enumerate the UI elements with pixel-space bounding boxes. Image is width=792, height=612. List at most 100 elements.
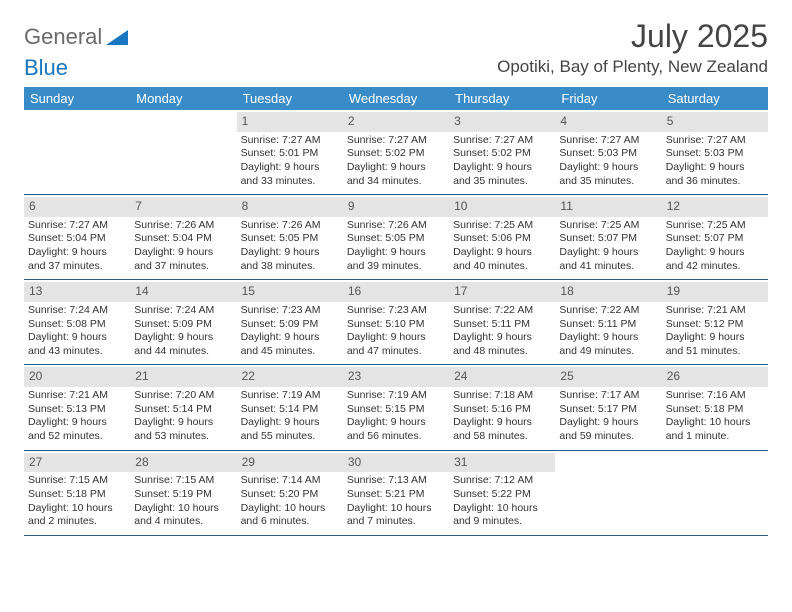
daylight-text-2: and 6 minutes.	[241, 515, 339, 529]
daylight-text-1: Daylight: 9 hours	[666, 246, 764, 260]
calendar-cell: 21Sunrise: 7:20 AMSunset: 5:14 PMDayligh…	[130, 365, 236, 449]
day-number: 24	[449, 367, 555, 387]
calendar-cell: 19Sunrise: 7:21 AMSunset: 5:12 PMDayligh…	[662, 280, 768, 364]
daylight-text-2: and 38 minutes.	[241, 260, 339, 274]
calendar-cell	[662, 451, 768, 535]
sunrise-text: Sunrise: 7:13 AM	[347, 474, 445, 488]
logo-second-line: Blue	[24, 55, 768, 81]
daylight-text-2: and 33 minutes.	[241, 175, 339, 189]
sunset-text: Sunset: 5:05 PM	[241, 232, 339, 246]
day-number	[662, 453, 768, 473]
day-number: 22	[237, 367, 343, 387]
day-number: 15	[237, 282, 343, 302]
day-number: 10	[449, 197, 555, 217]
calendar-cell: 7Sunrise: 7:26 AMSunset: 5:04 PMDaylight…	[130, 195, 236, 279]
day-header-sat: Saturday	[662, 87, 768, 110]
calendar-cell: 6Sunrise: 7:27 AMSunset: 5:04 PMDaylight…	[24, 195, 130, 279]
sunrise-text: Sunrise: 7:22 AM	[453, 304, 551, 318]
daylight-text-1: Daylight: 9 hours	[347, 331, 445, 345]
sunrise-text: Sunrise: 7:24 AM	[134, 304, 232, 318]
daylight-text-2: and 53 minutes.	[134, 430, 232, 444]
calendar-cell: 12Sunrise: 7:25 AMSunset: 5:07 PMDayligh…	[662, 195, 768, 279]
logo: General	[24, 24, 128, 50]
calendar-cell: 9Sunrise: 7:26 AMSunset: 5:05 PMDaylight…	[343, 195, 449, 279]
calendar-day-header: Sunday Monday Tuesday Wednesday Thursday…	[24, 87, 768, 110]
sunrise-text: Sunrise: 7:16 AM	[666, 389, 764, 403]
calendar-week: 27Sunrise: 7:15 AMSunset: 5:18 PMDayligh…	[24, 451, 768, 536]
sunrise-text: Sunrise: 7:25 AM	[559, 219, 657, 233]
day-header-wed: Wednesday	[343, 87, 449, 110]
daylight-text-1: Daylight: 9 hours	[134, 416, 232, 430]
daylight-text-1: Daylight: 9 hours	[134, 331, 232, 345]
daylight-text-1: Daylight: 10 hours	[28, 502, 126, 516]
sunrise-text: Sunrise: 7:14 AM	[241, 474, 339, 488]
sunset-text: Sunset: 5:02 PM	[453, 147, 551, 161]
calendar-cell	[555, 451, 661, 535]
day-number: 13	[24, 282, 130, 302]
sunrise-text: Sunrise: 7:27 AM	[453, 134, 551, 148]
day-header-fri: Friday	[555, 87, 661, 110]
day-number: 18	[555, 282, 661, 302]
daylight-text-1: Daylight: 10 hours	[666, 416, 764, 430]
day-number: 31	[449, 453, 555, 473]
day-number: 25	[555, 367, 661, 387]
daylight-text-2: and 59 minutes.	[559, 430, 657, 444]
sunset-text: Sunset: 5:03 PM	[666, 147, 764, 161]
daylight-text-2: and 52 minutes.	[28, 430, 126, 444]
sunrise-text: Sunrise: 7:20 AM	[134, 389, 232, 403]
daylight-text-2: and 9 minutes.	[453, 515, 551, 529]
logo-triangle-icon	[106, 28, 128, 46]
daylight-text-2: and 37 minutes.	[134, 260, 232, 274]
day-number: 8	[237, 197, 343, 217]
sunset-text: Sunset: 5:06 PM	[453, 232, 551, 246]
daylight-text-1: Daylight: 9 hours	[666, 161, 764, 175]
calendar-cell: 17Sunrise: 7:22 AMSunset: 5:11 PMDayligh…	[449, 280, 555, 364]
day-number	[555, 453, 661, 473]
sunrise-text: Sunrise: 7:26 AM	[241, 219, 339, 233]
calendar-cell: 11Sunrise: 7:25 AMSunset: 5:07 PMDayligh…	[555, 195, 661, 279]
calendar-cell: 2Sunrise: 7:27 AMSunset: 5:02 PMDaylight…	[343, 110, 449, 194]
daylight-text-2: and 39 minutes.	[347, 260, 445, 274]
daylight-text-1: Daylight: 9 hours	[453, 246, 551, 260]
sunset-text: Sunset: 5:07 PM	[559, 232, 657, 246]
daylight-text-1: Daylight: 9 hours	[559, 416, 657, 430]
sunrise-text: Sunrise: 7:25 AM	[666, 219, 764, 233]
daylight-text-1: Daylight: 9 hours	[347, 246, 445, 260]
day-number: 12	[662, 197, 768, 217]
sunrise-text: Sunrise: 7:18 AM	[453, 389, 551, 403]
daylight-text-2: and 45 minutes.	[241, 345, 339, 359]
day-number	[24, 112, 130, 132]
daylight-text-2: and 41 minutes.	[559, 260, 657, 274]
calendar-cell: 13Sunrise: 7:24 AMSunset: 5:08 PMDayligh…	[24, 280, 130, 364]
daylight-text-2: and 51 minutes.	[666, 345, 764, 359]
daylight-text-2: and 35 minutes.	[453, 175, 551, 189]
daylight-text-2: and 58 minutes.	[453, 430, 551, 444]
sunset-text: Sunset: 5:13 PM	[28, 403, 126, 417]
daylight-text-1: Daylight: 9 hours	[28, 416, 126, 430]
daylight-text-1: Daylight: 9 hours	[559, 331, 657, 345]
day-header-thu: Thursday	[449, 87, 555, 110]
daylight-text-1: Daylight: 9 hours	[241, 331, 339, 345]
calendar-cell: 4Sunrise: 7:27 AMSunset: 5:03 PMDaylight…	[555, 110, 661, 194]
daylight-text-2: and 2 minutes.	[28, 515, 126, 529]
daylight-text-1: Daylight: 9 hours	[559, 246, 657, 260]
calendar-cell	[130, 110, 236, 194]
calendar-cell: 24Sunrise: 7:18 AMSunset: 5:16 PMDayligh…	[449, 365, 555, 449]
sunset-text: Sunset: 5:12 PM	[666, 318, 764, 332]
sunset-text: Sunset: 5:18 PM	[666, 403, 764, 417]
sunset-text: Sunset: 5:20 PM	[241, 488, 339, 502]
day-number: 1	[237, 112, 343, 132]
day-number: 21	[130, 367, 236, 387]
day-number: 30	[343, 453, 449, 473]
daylight-text-2: and 34 minutes.	[347, 175, 445, 189]
daylight-text-2: and 49 minutes.	[559, 345, 657, 359]
calendar-cell: 23Sunrise: 7:19 AMSunset: 5:15 PMDayligh…	[343, 365, 449, 449]
calendar-cell: 5Sunrise: 7:27 AMSunset: 5:03 PMDaylight…	[662, 110, 768, 194]
day-number: 6	[24, 197, 130, 217]
sunset-text: Sunset: 5:03 PM	[559, 147, 657, 161]
daylight-text-2: and 1 minute.	[666, 430, 764, 444]
sunrise-text: Sunrise: 7:24 AM	[28, 304, 126, 318]
sunset-text: Sunset: 5:09 PM	[241, 318, 339, 332]
sunrise-text: Sunrise: 7:12 AM	[453, 474, 551, 488]
calendar-cell	[24, 110, 130, 194]
